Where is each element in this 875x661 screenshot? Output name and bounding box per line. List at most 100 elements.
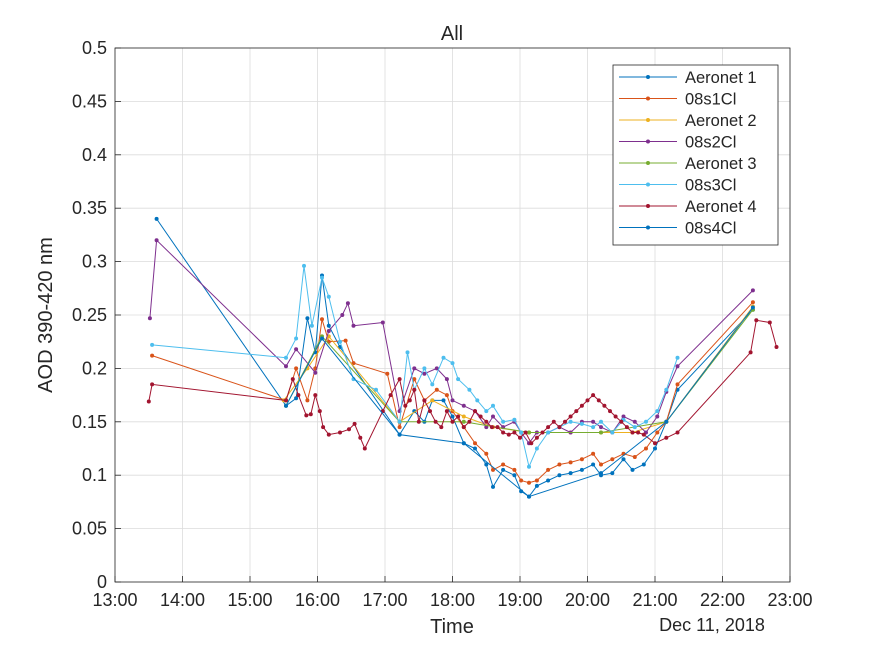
data-point: [527, 464, 531, 469]
data-point: [309, 323, 314, 328]
data-point: [774, 345, 779, 349]
data-point: [388, 393, 393, 398]
data-point: [491, 484, 495, 489]
data-point: [385, 371, 390, 376]
data-point: [473, 446, 477, 451]
data-point: [579, 467, 584, 472]
data-point: [546, 478, 551, 483]
data-point: [467, 387, 472, 392]
data-point: [461, 403, 466, 408]
data-point: [599, 430, 603, 435]
data-point: [473, 441, 477, 446]
data-point: [568, 414, 573, 419]
data-point: [557, 425, 562, 430]
data-point: [501, 430, 506, 435]
data-point: [412, 366, 417, 371]
series-7: [284, 305, 755, 499]
data-point: [456, 414, 461, 419]
data-point: [602, 403, 607, 408]
data-point: [434, 387, 439, 392]
data-point: [675, 355, 680, 360]
data-point: [450, 414, 455, 419]
data-point: [403, 403, 408, 408]
data-point: [154, 238, 159, 243]
data-point: [585, 398, 590, 403]
x-tick-label: 21:00: [632, 590, 677, 610]
data-point: [478, 414, 483, 419]
data-point: [591, 462, 596, 467]
data-point: [534, 435, 539, 440]
data-point: [675, 382, 680, 387]
data-point: [397, 432, 402, 437]
data-point: [320, 317, 324, 322]
data-point: [284, 364, 288, 369]
data-point: [484, 451, 489, 456]
data-point: [599, 425, 603, 430]
data-point: [352, 421, 357, 426]
y-tick-label: 0.1: [82, 465, 107, 485]
data-point: [534, 483, 539, 488]
legend-label: 08s4Cl: [685, 220, 736, 238]
data-point: [412, 377, 417, 382]
legend-marker: [646, 139, 650, 144]
data-point: [150, 342, 155, 347]
data-point: [495, 425, 500, 430]
data-point: [338, 339, 342, 344]
data-point: [512, 473, 517, 478]
data-point: [338, 430, 342, 435]
data-point: [321, 425, 326, 430]
data-point: [591, 425, 596, 430]
data-point: [380, 320, 385, 325]
y-tick-label: 0.45: [72, 91, 107, 111]
data-point: [489, 425, 494, 430]
x-tick-label: 15:00: [227, 590, 272, 610]
y-tick-label: 0.25: [72, 305, 107, 325]
data-point: [630, 430, 635, 435]
data-point: [444, 409, 449, 414]
legend-label: 08s2Cl: [685, 134, 736, 152]
data-point: [551, 419, 556, 424]
data-point: [430, 398, 435, 403]
data-point: [557, 473, 562, 478]
data-point: [305, 398, 310, 403]
data-point: [750, 288, 755, 293]
data-point: [632, 419, 637, 424]
data-point: [374, 387, 378, 392]
data-point: [146, 399, 151, 404]
data-point: [624, 425, 629, 430]
data-point: [506, 432, 511, 437]
x-tick-label: 16:00: [295, 590, 340, 610]
data-point: [302, 263, 306, 268]
data-point: [150, 382, 155, 387]
y-axis-label: AOD 390-420 nm: [35, 237, 57, 393]
data-point: [290, 377, 295, 382]
data-point: [461, 425, 466, 430]
data-point: [518, 435, 522, 440]
data-point: [568, 471, 573, 476]
data-point: [546, 467, 551, 472]
x-axis-label: Time: [430, 616, 474, 638]
data-point: [664, 419, 669, 424]
legend-item: 08s2Cl: [619, 134, 736, 152]
data-point: [320, 275, 324, 280]
data-point: [599, 471, 603, 476]
data-point: [596, 398, 601, 403]
data-point: [326, 323, 331, 328]
data-point: [610, 457, 615, 462]
y-tick-label: 0.35: [72, 198, 107, 218]
data-point: [347, 427, 351, 432]
data-point: [641, 432, 646, 437]
data-point: [422, 371, 427, 376]
data-point: [675, 364, 680, 369]
data-point: [653, 441, 657, 446]
data-point: [610, 430, 615, 435]
data-point: [461, 419, 466, 424]
data-point: [501, 462, 506, 467]
data-point: [523, 430, 528, 435]
legend-marker: [646, 118, 650, 122]
data-point: [313, 393, 318, 398]
legend-label: 08s1Cl: [685, 91, 736, 109]
data-point: [519, 478, 524, 483]
data-point: [579, 457, 584, 462]
